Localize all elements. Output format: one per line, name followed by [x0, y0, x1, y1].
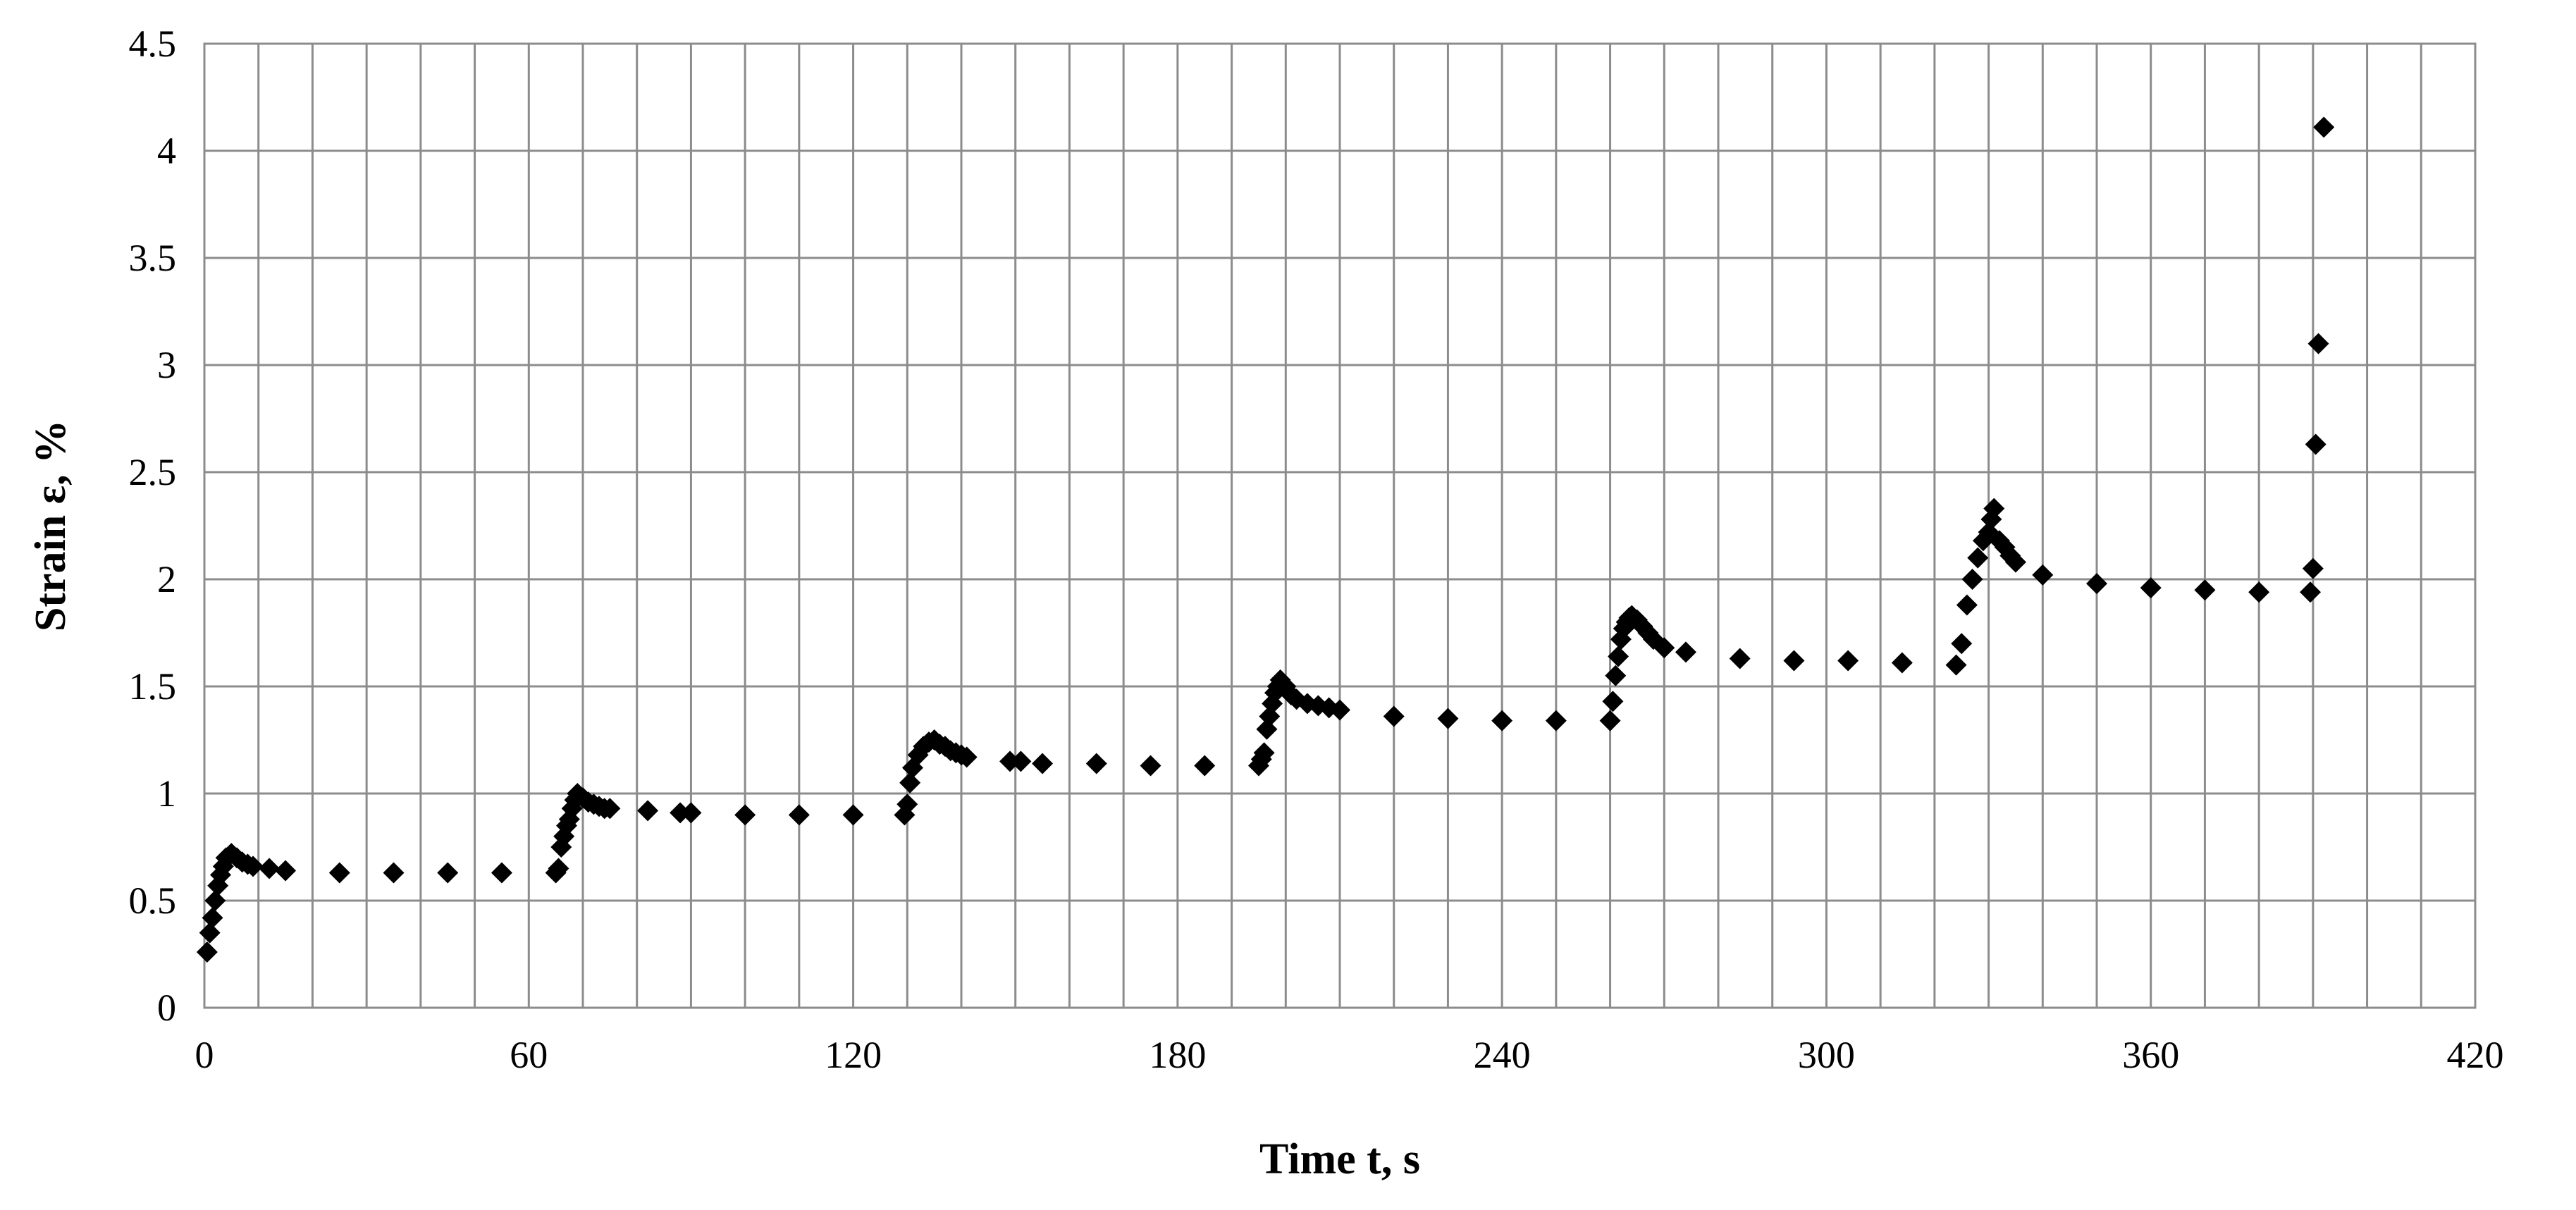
chart-grid	[204, 44, 2475, 1008]
data-point	[1967, 547, 1989, 569]
data-point	[1729, 648, 1751, 669]
data-point	[1891, 652, 1913, 674]
data-point	[1837, 650, 1859, 672]
data-point	[734, 804, 756, 826]
data-point	[1032, 753, 1054, 774]
y-tick-label: 1	[157, 772, 176, 815]
y-tick-label: 4.5	[129, 23, 177, 65]
data-point	[899, 772, 921, 794]
data-point	[1085, 753, 1107, 774]
data-point	[2302, 557, 2324, 579]
data-point	[670, 802, 691, 824]
x-tick-label: 360	[2122, 1034, 2179, 1076]
data-point	[259, 858, 281, 879]
data-point	[637, 800, 659, 822]
data-point	[2032, 564, 2054, 586]
data-point	[680, 802, 702, 824]
data-point	[383, 862, 405, 884]
data-point	[2194, 579, 2216, 601]
x-tick-label: 240	[1474, 1034, 1531, 1076]
data-point	[2305, 433, 2327, 455]
data-point	[196, 941, 218, 963]
data-point	[275, 860, 297, 882]
data-point	[1956, 594, 1978, 616]
x-tick-label: 300	[1798, 1034, 1855, 1076]
data-point	[956, 746, 978, 768]
data-point	[1951, 633, 1973, 655]
data-point	[1945, 654, 1967, 676]
data-point	[437, 862, 459, 884]
data-point	[896, 794, 918, 815]
data-point	[1653, 637, 1675, 659]
y-tick-label: 3.5	[129, 237, 177, 279]
data-point	[1329, 699, 1350, 721]
y-tick-label: 1.5	[129, 665, 177, 708]
data-point	[2086, 573, 2107, 595]
x-axis-title: Time t, s	[1259, 1135, 1420, 1183]
data-point	[1599, 710, 1621, 731]
data-point	[328, 862, 350, 884]
data-point	[491, 862, 512, 884]
data-point	[599, 798, 621, 820]
data-point	[2140, 577, 2162, 599]
data-point	[1437, 708, 1459, 729]
data-series-points	[196, 116, 2335, 963]
data-point	[842, 804, 864, 826]
x-tick-label: 180	[1149, 1034, 1206, 1076]
data-point	[202, 907, 223, 929]
data-point	[204, 890, 226, 911]
data-point	[1983, 498, 2005, 519]
data-point	[548, 858, 569, 879]
data-point	[1383, 705, 1405, 727]
y-tick-label: 0.5	[129, 879, 177, 922]
data-point	[1783, 650, 1805, 672]
data-point	[2248, 581, 2270, 603]
data-point	[1545, 710, 1567, 731]
plot-area-frame	[203, 42, 2477, 1009]
data-point	[1675, 641, 1696, 663]
data-point	[1010, 751, 1032, 772]
x-axis-tick-labels: 0 60 120 180 240 300 360 420	[195, 1034, 2504, 1076]
y-tick-label: 2.5	[129, 451, 177, 493]
y-tick-label: 0	[157, 987, 176, 1029]
y-axis-title: Strain ε, %	[27, 420, 75, 631]
x-tick-label: 120	[825, 1034, 882, 1076]
y-tick-label: 2	[157, 558, 176, 600]
data-point	[1961, 569, 1983, 590]
data-point	[1491, 710, 1513, 731]
data-point	[2300, 581, 2322, 603]
data-point	[1140, 755, 1161, 777]
data-point	[199, 922, 221, 944]
data-point	[999, 751, 1021, 772]
x-tick-label: 0	[195, 1034, 214, 1076]
y-tick-label: 4	[157, 130, 176, 172]
data-point	[2004, 551, 2026, 573]
data-point	[1253, 742, 1275, 764]
y-axis-tick-labels: 0 0.5 1 1.5 2 2.5 3 3.5 4 4.5	[129, 23, 177, 1029]
x-tick-label: 420	[2447, 1034, 2504, 1076]
data-point	[1602, 691, 1624, 712]
data-point	[788, 804, 810, 826]
data-point	[2307, 333, 2329, 354]
data-point	[2313, 116, 2335, 138]
y-tick-label: 3	[157, 344, 176, 386]
data-point	[1608, 646, 1629, 667]
data-point	[1194, 755, 1216, 777]
data-point	[1605, 665, 1627, 686]
data-point	[242, 856, 264, 877]
x-tick-label: 60	[510, 1034, 548, 1076]
